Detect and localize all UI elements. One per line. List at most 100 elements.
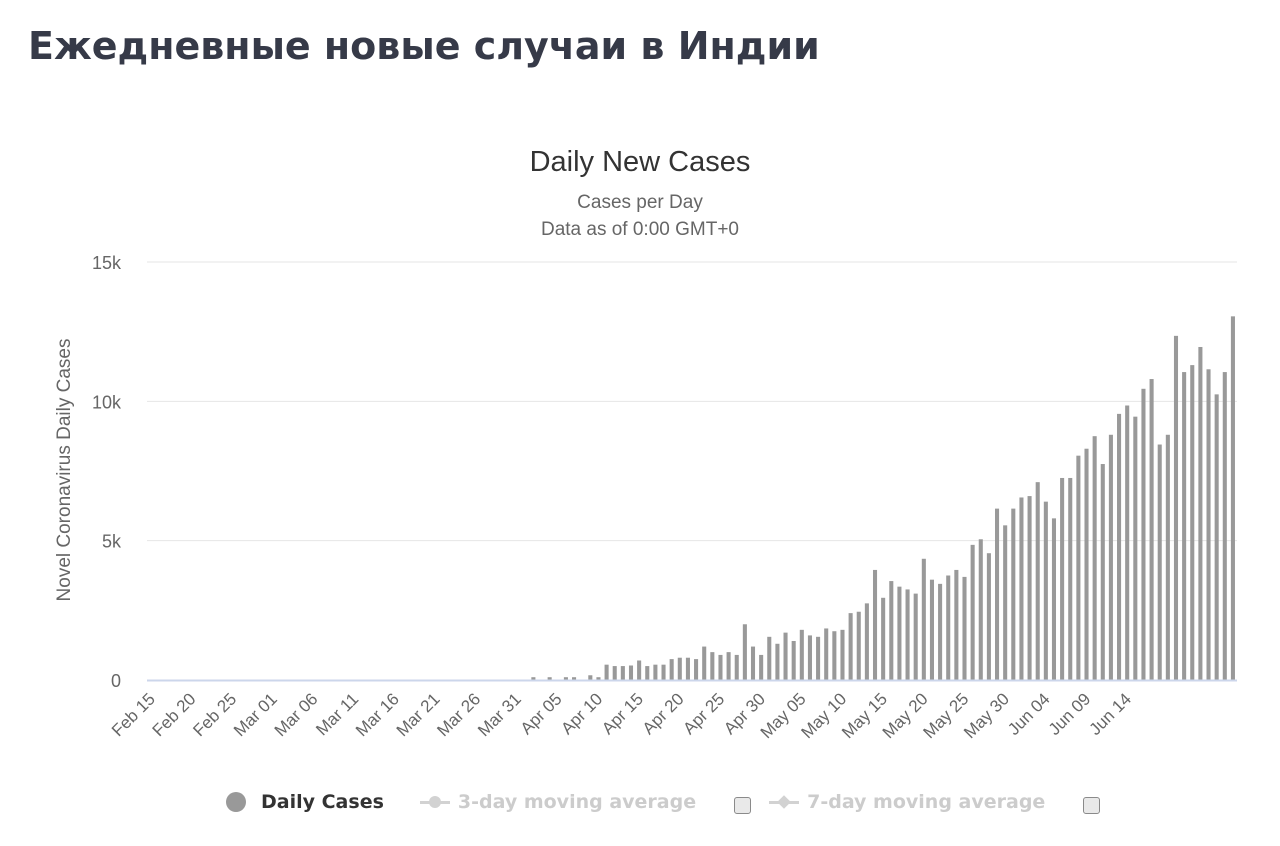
bar[interactable] — [897, 586, 902, 680]
bar[interactable] — [1043, 501, 1048, 680]
bar[interactable] — [864, 603, 869, 680]
legend-item-daily-cases[interactable]: Daily Cases — [226, 791, 384, 813]
bar[interactable] — [1173, 335, 1179, 680]
bar[interactable] — [1100, 464, 1105, 680]
bar[interactable] — [1125, 405, 1130, 680]
bar[interactable] — [978, 539, 983, 680]
bar[interactable] — [677, 657, 682, 680]
bar[interactable] — [694, 659, 699, 680]
checkbox-3-day-moving-average[interactable] — [734, 796, 752, 814]
bar[interactable] — [685, 657, 690, 680]
x-tick-label: Mar 31 — [474, 689, 525, 740]
bar[interactable] — [783, 632, 788, 680]
bar[interactable] — [1206, 369, 1211, 680]
y-tick-label: 0 — [111, 671, 121, 691]
legend-item-7-day-moving-average[interactable]: 7-day moving average — [769, 791, 1045, 813]
bar[interactable] — [1182, 372, 1187, 680]
legend-item-3-day-moving-average[interactable]: 3-day moving average — [419, 791, 696, 813]
bar[interactable] — [1108, 434, 1113, 680]
bar[interactable] — [995, 508, 1000, 680]
bar[interactable] — [653, 664, 658, 680]
bar[interactable] — [1060, 477, 1065, 680]
bar[interactable] — [848, 613, 853, 680]
bar[interactable] — [702, 646, 707, 680]
bar[interactable] — [1222, 372, 1227, 680]
bar[interactable] — [620, 666, 625, 680]
bar[interactable] — [824, 628, 829, 680]
bar[interactable] — [710, 652, 715, 680]
bar[interactable] — [1068, 477, 1073, 680]
bar[interactable] — [889, 581, 894, 680]
bar[interactable] — [881, 597, 886, 680]
bar[interactable] — [1076, 455, 1081, 680]
bar-series-daily-cases — [531, 316, 1235, 680]
bar[interactable] — [604, 664, 609, 680]
bar[interactable] — [588, 675, 593, 680]
bar[interactable] — [1190, 365, 1195, 680]
x-tick-label: Mar 11 — [312, 689, 362, 739]
bar[interactable] — [921, 558, 926, 680]
bar[interactable] — [759, 654, 764, 680]
bar[interactable] — [596, 677, 601, 680]
bar[interactable] — [872, 569, 878, 680]
bar[interactable] — [767, 636, 772, 680]
bar[interactable] — [807, 635, 812, 680]
bar[interactable] — [637, 660, 642, 680]
y-tick-label: 10k — [92, 392, 122, 412]
bar[interactable] — [905, 589, 910, 680]
x-tick-label: Mar 16 — [352, 689, 403, 740]
bar[interactable] — [1035, 482, 1040, 680]
bar[interactable] — [612, 666, 617, 680]
bar[interactable] — [1011, 508, 1016, 680]
bar[interactable] — [1051, 518, 1057, 680]
bar[interactable] — [929, 579, 934, 680]
bar[interactable] — [547, 677, 552, 680]
bar[interactable] — [832, 631, 837, 680]
bar[interactable] — [1027, 496, 1032, 680]
checkbox-7-day-moving-average[interactable] — [1083, 796, 1101, 814]
bar[interactable] — [913, 593, 918, 680]
bar[interactable] — [1198, 346, 1203, 680]
bar[interactable] — [1214, 394, 1219, 680]
bar[interactable] — [750, 646, 756, 680]
bar[interactable] — [572, 677, 577, 680]
bar[interactable] — [1157, 444, 1162, 680]
chart-title: Daily New Cases — [530, 146, 751, 178]
bar[interactable] — [1149, 379, 1154, 680]
bar[interactable] — [1092, 436, 1097, 680]
bar[interactable] — [799, 629, 804, 680]
bar[interactable] — [726, 652, 731, 680]
bar[interactable] — [986, 553, 991, 680]
bar[interactable] — [1019, 497, 1024, 680]
chart-legend: Daily Cases 3-day moving average 7-day m… — [226, 786, 1101, 818]
bar[interactable] — [628, 665, 634, 680]
bar[interactable] — [970, 544, 975, 680]
bar[interactable] — [954, 569, 959, 680]
bar[interactable] — [1165, 434, 1170, 680]
bar[interactable] — [962, 576, 967, 680]
bar[interactable] — [1003, 525, 1008, 680]
bar[interactable] — [645, 666, 650, 680]
bar[interactable] — [856, 611, 861, 680]
bar[interactable] — [1141, 388, 1146, 680]
bar[interactable] — [1230, 316, 1235, 680]
bar[interactable] — [840, 629, 845, 680]
bar[interactable] — [938, 583, 943, 680]
bar[interactable] — [775, 643, 780, 680]
bar[interactable] — [718, 654, 723, 680]
bar[interactable] — [734, 654, 739, 680]
bar[interactable] — [531, 677, 536, 680]
bar[interactable] — [563, 677, 568, 680]
bar[interactable] — [816, 636, 821, 680]
bar[interactable] — [1084, 448, 1089, 680]
bar[interactable] — [1117, 413, 1122, 680]
bar[interactable] — [742, 624, 747, 680]
bar[interactable] — [1133, 416, 1138, 680]
bar[interactable] — [669, 659, 674, 680]
bar[interactable] — [661, 664, 666, 680]
x-tick-label: Mar 06 — [271, 689, 322, 740]
bar[interactable] — [791, 640, 796, 680]
x-tick-label: Jun 09 — [1045, 689, 1095, 739]
bar[interactable] — [946, 575, 951, 681]
